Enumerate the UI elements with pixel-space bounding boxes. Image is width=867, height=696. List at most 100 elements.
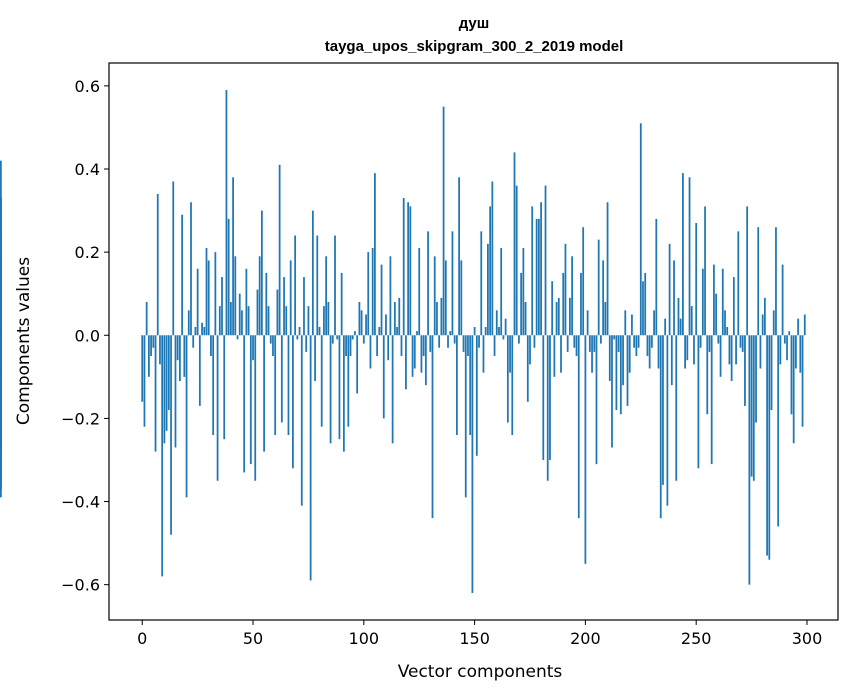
bar <box>389 256 392 336</box>
bar <box>460 260 463 336</box>
bar <box>622 335 624 386</box>
bar <box>688 177 691 336</box>
bar <box>480 231 483 336</box>
bar <box>737 231 740 336</box>
bar <box>187 310 190 336</box>
bar <box>453 335 456 344</box>
bar <box>695 223 698 336</box>
bar <box>283 277 285 336</box>
bar <box>540 202 542 336</box>
bar <box>597 239 600 336</box>
bar <box>575 335 578 357</box>
bar <box>697 335 700 469</box>
bar <box>334 235 336 336</box>
bar <box>631 314 633 336</box>
bar <box>726 326 729 336</box>
bar <box>305 335 308 352</box>
bar <box>433 256 436 336</box>
bar <box>511 335 514 436</box>
bar <box>750 335 753 477</box>
bar <box>241 310 243 336</box>
bar <box>440 297 443 336</box>
bar <box>280 335 283 423</box>
bar <box>600 335 602 344</box>
bar <box>347 335 350 427</box>
bar <box>436 302 438 336</box>
bar <box>170 335 172 535</box>
bar <box>526 335 529 402</box>
bar <box>506 335 509 423</box>
bar <box>356 335 359 394</box>
bar <box>256 289 259 336</box>
x-tick-label: 200 <box>570 629 601 648</box>
y-tick-label: 0.0 <box>75 326 100 345</box>
bar <box>491 181 494 336</box>
plot-frame <box>108 62 839 621</box>
bar <box>300 335 303 506</box>
bar <box>803 314 806 336</box>
bar <box>604 302 607 336</box>
bar <box>294 235 297 336</box>
bar <box>456 335 458 436</box>
bar <box>797 318 799 336</box>
bar <box>325 256 328 336</box>
bar <box>349 335 352 357</box>
bar <box>154 335 157 452</box>
bar <box>615 335 618 411</box>
bar <box>444 260 447 336</box>
x-tick-label: 250 <box>681 629 712 648</box>
bar <box>613 335 616 340</box>
bar <box>646 335 649 357</box>
bar <box>761 314 764 336</box>
bar <box>557 297 560 336</box>
bar <box>713 264 715 336</box>
bar <box>229 302 232 336</box>
bar <box>351 335 354 340</box>
bar <box>309 335 312 581</box>
bar <box>515 185 518 336</box>
bar <box>427 231 429 336</box>
bar <box>272 335 274 357</box>
bar <box>409 206 412 336</box>
bar <box>788 331 791 336</box>
bars-group <box>0 90 806 593</box>
bar <box>447 335 449 348</box>
bar <box>210 335 212 357</box>
bar <box>342 335 345 452</box>
bar <box>715 293 718 336</box>
bar <box>323 306 325 336</box>
bar <box>569 297 571 336</box>
bar <box>387 335 390 361</box>
bar <box>673 260 675 336</box>
bar <box>766 335 768 556</box>
bar <box>666 335 669 506</box>
y-tick-label: −0.2 <box>61 409 100 428</box>
bar <box>664 318 667 336</box>
bar <box>757 227 760 336</box>
bar <box>167 335 170 411</box>
bar <box>684 335 686 369</box>
bar <box>287 335 290 436</box>
bar <box>484 326 487 336</box>
bar <box>276 289 279 336</box>
bar <box>591 335 593 373</box>
bar <box>566 335 569 352</box>
bar <box>172 181 175 336</box>
bar <box>267 306 270 336</box>
bar <box>0 335 2 373</box>
bar <box>584 335 587 564</box>
bar <box>533 335 536 348</box>
bar <box>429 335 432 352</box>
bar <box>338 335 341 440</box>
bar <box>611 335 613 448</box>
bar <box>704 206 706 336</box>
bar <box>376 335 378 357</box>
bar <box>278 164 281 336</box>
bar <box>249 335 252 465</box>
bar <box>746 206 749 336</box>
bar <box>416 331 418 336</box>
bar <box>329 335 332 444</box>
bar <box>759 335 762 369</box>
bar <box>509 335 511 373</box>
bar <box>639 123 642 336</box>
